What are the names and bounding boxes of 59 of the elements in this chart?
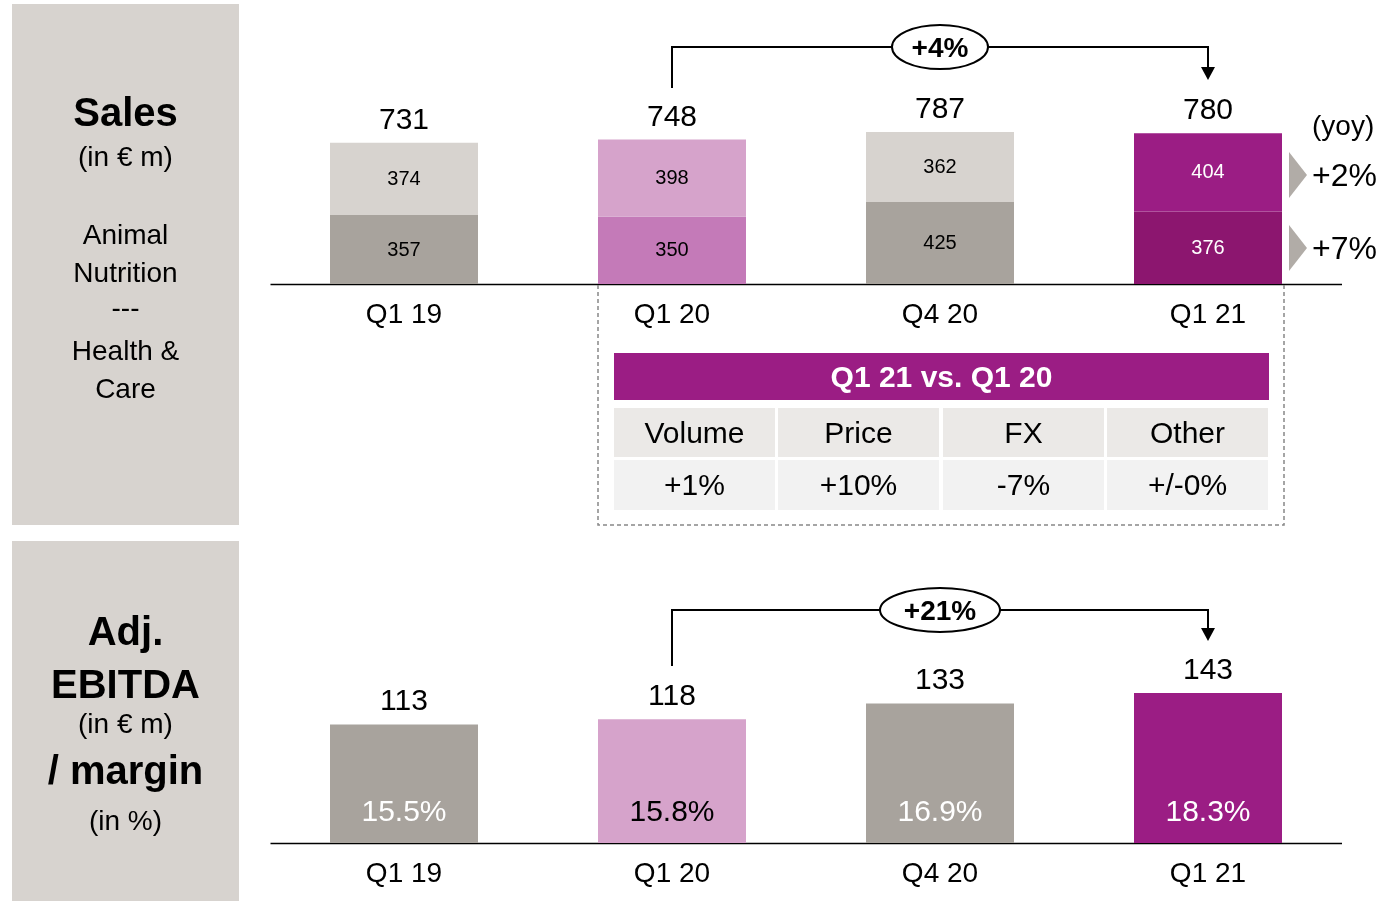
bar [330, 724, 478, 843]
bar [866, 703, 1014, 843]
x-tick-label: Q1 21 [1169, 297, 1247, 329]
data-label: 350 [655, 238, 689, 261]
data-label: 113 [380, 683, 428, 717]
total-label: 748 [646, 98, 698, 132]
total-label: 780 [1182, 92, 1234, 126]
annotation: 15.5% [361, 794, 447, 827]
text: FX [943, 408, 1104, 457]
text: +10% [778, 460, 939, 510]
data-label: 398 [655, 165, 689, 188]
x-tick-label: Q1 21 [1169, 856, 1247, 888]
data-label: 357 [387, 237, 421, 260]
x-tick-label: Q4 20 [901, 856, 979, 888]
text: Volume [614, 408, 775, 457]
label-panel: Adj. EBITDA (in € m) / margin (in %) [12, 541, 239, 901]
total-label: 731 [378, 101, 430, 135]
chart-title: Sales [72, 90, 179, 135]
data-label: 133 [914, 662, 966, 696]
label-panel: Sales (in € m) Animal Nutrition --- Health & Care [12, 4, 239, 525]
data-label: 376 [1191, 235, 1225, 258]
annotation: +2% [1312, 157, 1377, 194]
bar [1134, 211, 1282, 284]
text: Other [1107, 408, 1268, 457]
bar [598, 216, 746, 284]
x-tick-label: Q4 20 [901, 297, 979, 329]
x-tick-label: Q1 20 [633, 297, 711, 329]
x-tick-label: Q1 19 [365, 297, 443, 329]
chart-subtitle: (in € m) [77, 141, 174, 173]
annotation: (yoy) [1312, 110, 1375, 142]
data-label: 362 [923, 154, 957, 177]
bar [330, 215, 478, 284]
bar [598, 719, 746, 843]
text: +/-0% [1107, 460, 1268, 510]
bar [330, 142, 478, 216]
data-label: 374 [387, 166, 421, 189]
data-label: 118 [648, 678, 696, 712]
table-header: Q1 21 vs. Q1 20 [614, 353, 1269, 400]
annotation: +7% [1312, 230, 1377, 267]
bar [866, 201, 1014, 284]
total-label: 787 [914, 91, 966, 124]
annotation: 16.9% [897, 794, 983, 827]
annotation: 18.3% [1165, 794, 1251, 827]
data-label: 404 [1191, 160, 1225, 183]
chart-title: Adj. EBITDA [51, 609, 200, 706]
bar [1134, 133, 1282, 212]
x-tick-label: Q1 20 [633, 856, 711, 888]
data-label: 425 [923, 230, 957, 253]
bar [1134, 693, 1282, 843]
text: +21% [903, 595, 977, 626]
text: +4% [911, 32, 969, 63]
bar [866, 132, 1014, 202]
x-tick-label: Q1 19 [365, 856, 443, 888]
data-label: 143 [1182, 652, 1234, 685]
text: -7% [943, 460, 1104, 510]
text: Price [778, 408, 939, 457]
text: +1% [614, 460, 775, 510]
annotation: 15.8% [629, 794, 715, 827]
bar [598, 139, 746, 217]
